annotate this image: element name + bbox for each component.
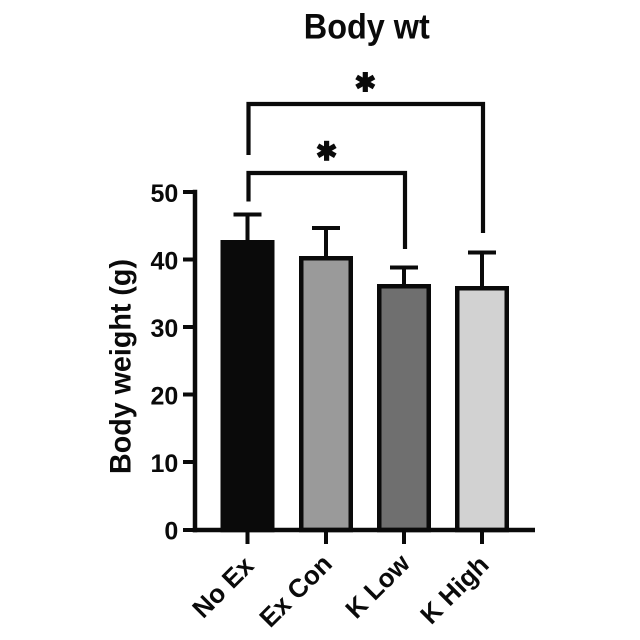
svg-text:10: 10 [150,450,178,478]
svg-text:20: 20 [150,382,178,410]
svg-text:Body weight (g): Body weight (g) [104,259,137,474]
svg-text:0: 0 [164,517,178,545]
svg-text:Body wt: Body wt [304,8,430,47]
svg-text:40: 40 [150,247,178,275]
svg-text:30: 30 [150,315,178,343]
svg-text:50: 50 [150,180,178,208]
